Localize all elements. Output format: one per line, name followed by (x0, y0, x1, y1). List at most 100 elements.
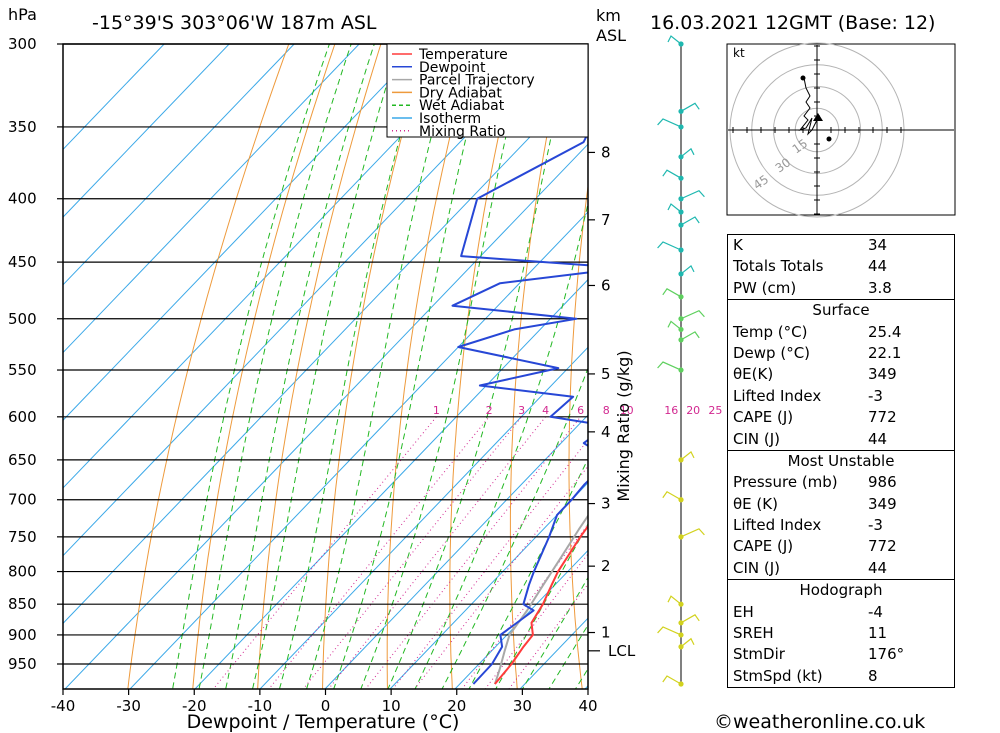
legend-label: Isotherm (419, 111, 481, 127)
mixing-ratio-lines (212, 416, 588, 689)
wet-adiabat-line (333, 44, 490, 689)
pw-label: PW (cm) (733, 278, 797, 297)
totals-value: 44 (868, 257, 888, 276)
eh-label: EH (733, 602, 754, 621)
wet-adiabat-line (198, 44, 352, 689)
mu-pressure-label: Pressure (mb) (733, 473, 838, 492)
surface-row-temp: Temp (°C) 25.4 (728, 322, 954, 343)
wind-barb (662, 675, 682, 685)
mixing-ratio-line (327, 416, 546, 689)
mu-cin-value: 44 (868, 558, 888, 577)
mu-row-cin: CIN (J) 44 (728, 558, 954, 579)
wind-barb (680, 102, 700, 112)
isotherm-line (194, 278, 588, 689)
hpa-unit-label: hPa (8, 5, 37, 24)
dry-adiabat-line (980, 7, 1000, 718)
dry-adiabat-line (127, 44, 290, 689)
mu-theta-value: 349 (868, 494, 897, 513)
pressure-label: 750 (8, 528, 37, 546)
wind-profile (657, 35, 705, 687)
datetime-label: 16.03.2021 12GMT (Base: 12) (650, 12, 935, 34)
totals-label: Totals Totals (733, 257, 824, 276)
x-tick-label: 30 (513, 697, 532, 715)
km-label: 2 (601, 557, 611, 575)
pressure-label: 850 (8, 595, 37, 613)
surface-row-theta: θE(K) 349 (728, 364, 954, 385)
wind-barb (680, 614, 700, 624)
x-tick-label: 10 (382, 697, 401, 715)
most-unstable-section-title: Most Unstable (728, 449, 954, 472)
x-tick-label: -40 (51, 697, 76, 715)
surface-row-li: Lifted Index -3 (728, 386, 954, 407)
k-label: K (733, 236, 743, 254)
mu-li-label: Lifted Index (733, 516, 822, 535)
isotherm-line (259, 346, 588, 689)
dry-adiabat-line (257, 44, 382, 689)
mixing-ratio-label: 10 (620, 404, 634, 417)
pressure-label: 900 (8, 626, 37, 644)
wet-adiabat-line (414, 201, 588, 689)
isotherm-line (63, 44, 360, 354)
pressure-label: 700 (8, 491, 37, 509)
hodograph-unit-label: kt (733, 46, 745, 60)
pw-value: 3.8 (868, 278, 892, 297)
wind-barb (680, 637, 695, 648)
km-label: 8 (601, 143, 611, 161)
dry-adiabat-line (386, 44, 474, 689)
mixing-ratio-label: 4 (542, 404, 549, 417)
wind-barb (667, 320, 682, 330)
isotherm-line (63, 44, 230, 218)
wind-barb (680, 190, 705, 200)
surface-dewp-value: 22.1 (868, 343, 902, 362)
x-tick-label: 0 (321, 697, 331, 715)
mu-pressure-value: 986 (868, 473, 897, 492)
surface-cin-value: 44 (868, 429, 888, 448)
legend-label: Wet Adiabat (419, 98, 505, 114)
wind-barb (680, 450, 695, 461)
pressure-label: 650 (8, 451, 37, 469)
mixing-ratio-line (392, 439, 588, 689)
mu-cape-label: CAPE (J) (733, 537, 794, 556)
mixing-ratio-line (364, 416, 581, 689)
wind-barb (680, 147, 695, 158)
wind-barb (657, 626, 682, 636)
legend-label: Parcel Trajectory (419, 73, 535, 89)
km-label: 5 (601, 365, 611, 383)
mixing-ratio-label: 2 (486, 404, 493, 417)
isobar-lines (63, 43, 588, 665)
pressure-label: 950 (8, 655, 37, 673)
mu-cape-value: 772 (868, 537, 897, 556)
surface-section-title: Surface (728, 299, 954, 321)
mixing-ratio-line (413, 465, 588, 689)
pressure-label: 400 (8, 190, 37, 208)
mixing-ratio-line (268, 416, 490, 689)
surface-temp-label: Temp (°C) (733, 322, 808, 341)
wind-barb (667, 595, 682, 605)
pressure-label: 800 (8, 563, 37, 581)
wind-level-dot (678, 534, 684, 540)
copyright-label: ©weatheronline.co.uk (714, 711, 925, 733)
parcel-trajectory-line (493, 514, 588, 685)
km-label: 7 (601, 211, 611, 229)
hodograph-section-title: Hodograph (728, 579, 954, 601)
pressure-label: 350 (8, 118, 37, 136)
isotherm-line (63, 75, 588, 625)
mu-row-li: Lifted Index -3 (728, 515, 954, 536)
isotherm-line (454, 549, 588, 689)
dry-adiabat-line (449, 44, 520, 689)
mixing-ratio-line (212, 416, 437, 689)
axes: 3003504004505005506006507007508008509009… (8, 35, 636, 715)
wind-barb (662, 169, 682, 179)
surface-temp-value: 25.4 (868, 322, 902, 341)
wind-barb (657, 118, 682, 128)
x-tick-label: 40 (578, 697, 597, 715)
mu-row-pressure: Pressure (mb) 986 (728, 472, 954, 493)
k-value: 34 (868, 236, 888, 254)
surface-row-dewp: Dewp (°C) 22.1 (728, 343, 954, 364)
dry-adiabat-line (192, 44, 336, 689)
surface-cin-label: CIN (J) (733, 429, 781, 448)
wet-adiabat-line (441, 366, 588, 689)
mixing-ratio-labels: 1 2 3 4 6 8 10 16 20 25 (433, 404, 723, 417)
pressure-label: 450 (8, 253, 37, 271)
